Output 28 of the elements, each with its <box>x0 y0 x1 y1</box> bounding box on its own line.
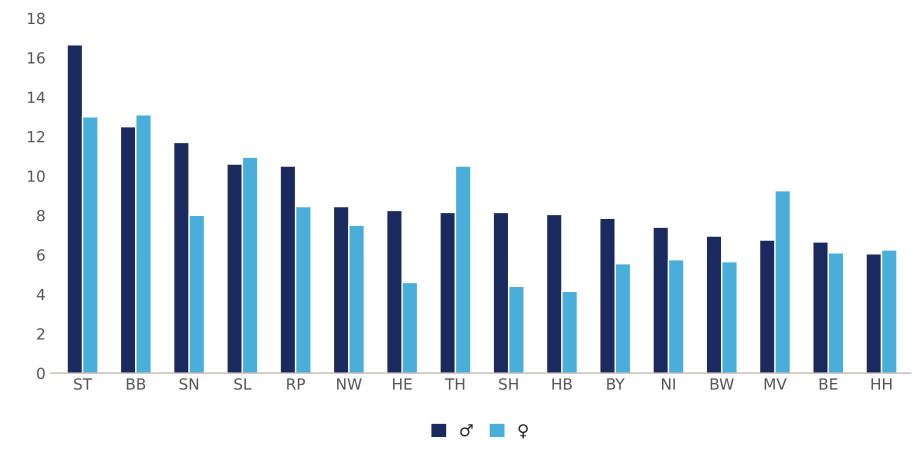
y-tick-label: 16 <box>28 52 45 64</box>
x-tick-label: MV <box>764 378 787 390</box>
x-tick-label: SL <box>234 378 252 390</box>
x-tick-label: HB <box>552 378 572 390</box>
x-tick-label: SH <box>499 378 518 390</box>
y-tick-label: 0 <box>37 368 45 380</box>
y-tick-label: 14 <box>28 92 45 103</box>
x-tick-label: TH <box>444 378 464 390</box>
y-tick-label: 4 <box>36 288 45 300</box>
x-tick-label: RP <box>287 378 306 390</box>
y-tick-label: 8 <box>37 210 45 222</box>
x-tick-label: NI <box>662 378 675 390</box>
x-tick-label: HH <box>872 378 892 390</box>
y-tick-label: 6 <box>37 249 45 261</box>
x-tick-label: BB <box>126 378 146 390</box>
legend-label: ♀ <box>518 424 528 438</box>
x-tick-label: BE <box>820 378 838 390</box>
x-tick-label: BW <box>710 378 734 390</box>
x-tick-label: BY <box>607 378 625 390</box>
x-tick-label: HE <box>393 378 412 390</box>
x-tick-label: SN <box>180 378 198 390</box>
y-tick-label: 10 <box>28 170 45 182</box>
x-tick-label: ST <box>74 378 92 390</box>
legend-label: ♂ <box>460 424 473 436</box>
y-tick-label: 18 <box>28 12 45 24</box>
x-tick-label: NW <box>337 378 362 390</box>
y-tick-label: 12 <box>28 130 44 142</box>
y-tick-label: 2 <box>37 328 44 340</box>
